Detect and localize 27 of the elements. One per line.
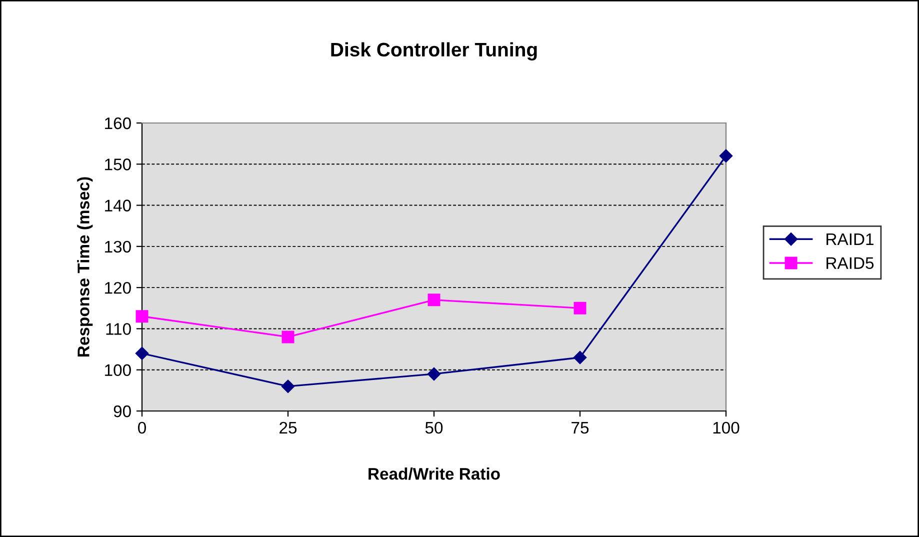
point	[428, 294, 440, 306]
point	[573, 350, 587, 364]
point	[282, 330, 294, 344]
point	[574, 302, 586, 314]
legend-label: RAID5	[826, 257, 874, 270]
y-tick-label: 100	[105, 364, 131, 376]
y-tick-label: 110	[106, 323, 131, 335]
x-tick-label: 75	[572, 422, 589, 434]
x-axis-title: Read/Write Ratio	[368, 468, 500, 480]
chart-title: Disk Controller Tuning	[331, 42, 537, 60]
y-tick-label: 140	[105, 200, 131, 212]
legend-label: RAID1	[826, 234, 874, 245]
y-tick-label: 120	[105, 282, 131, 294]
x-tick-label: 0	[138, 422, 146, 434]
y-tick-label: 150	[105, 158, 131, 170]
x-tick-label: 25	[280, 422, 297, 434]
x-tick-label: 100	[713, 422, 740, 434]
point	[719, 149, 733, 162]
y-axis-title: Response Time (msec)	[77, 177, 93, 357]
y-tick-label: 90	[114, 405, 131, 418]
point	[427, 367, 441, 381]
y-tick-label: 160	[105, 117, 131, 130]
point	[281, 380, 295, 393]
point	[136, 310, 148, 323]
x-tick-label: 50	[425, 422, 443, 434]
point	[135, 346, 149, 360]
y-tick-label: 130	[105, 240, 131, 253]
